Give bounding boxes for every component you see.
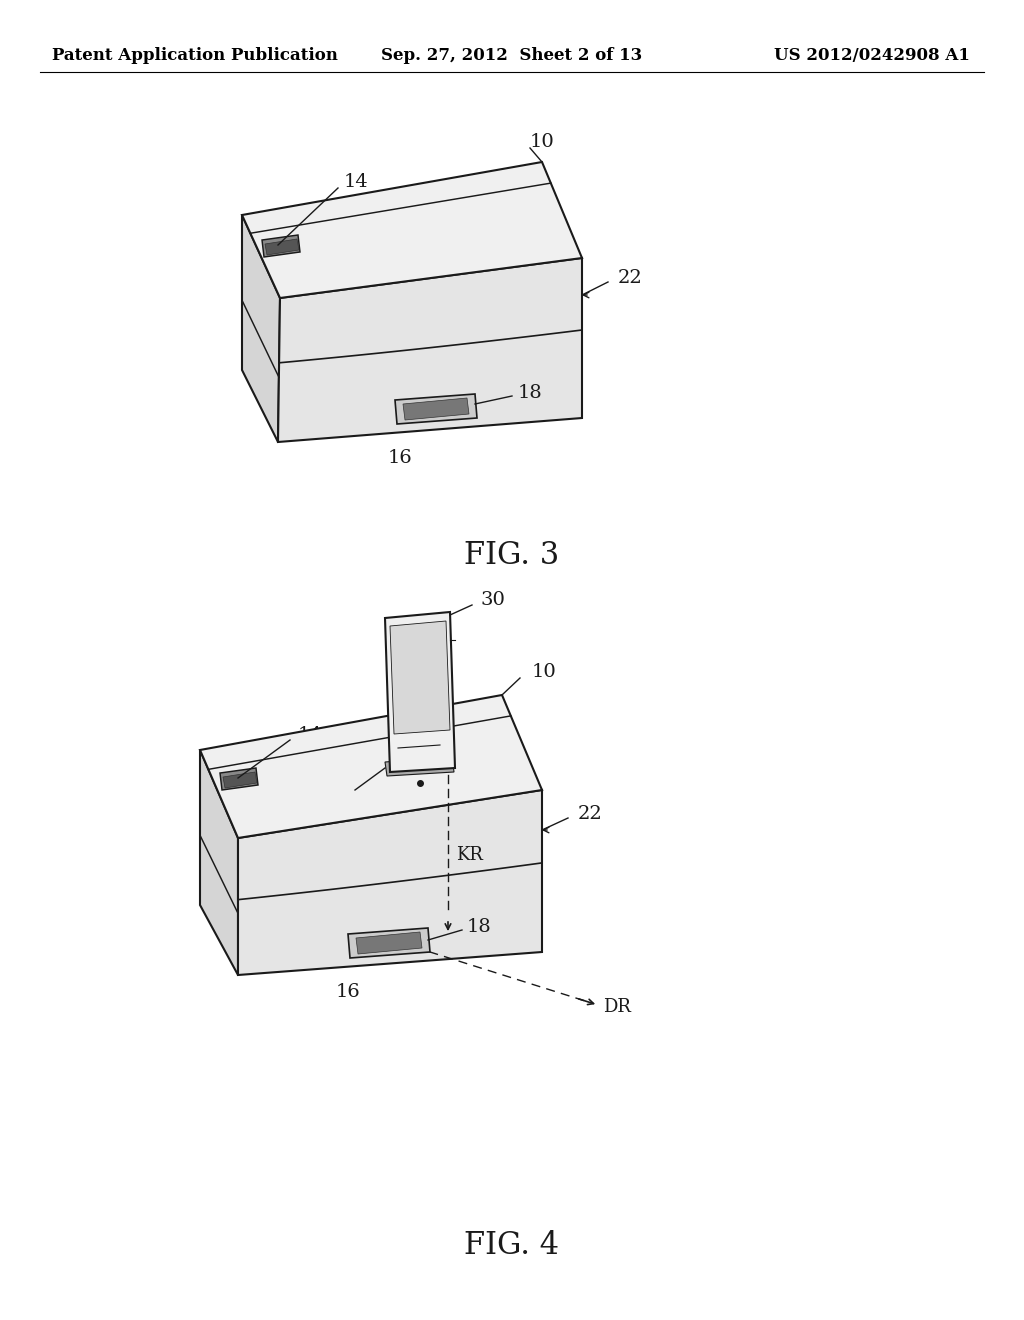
Text: KR: KR: [456, 846, 483, 865]
Text: Sep. 27, 2012  Sheet 2 of 13: Sep. 27, 2012 Sheet 2 of 13: [381, 46, 643, 63]
Polygon shape: [242, 215, 280, 442]
Text: FIG. 4: FIG. 4: [465, 1229, 559, 1261]
Polygon shape: [238, 789, 542, 975]
Text: US 2012/0242908 A1: US 2012/0242908 A1: [774, 46, 970, 63]
Polygon shape: [200, 696, 542, 838]
Polygon shape: [385, 756, 454, 776]
Polygon shape: [262, 235, 300, 257]
Polygon shape: [220, 768, 258, 789]
Polygon shape: [200, 750, 238, 975]
Text: FIG. 3: FIG. 3: [464, 540, 560, 570]
Text: 22: 22: [578, 805, 603, 822]
Polygon shape: [390, 620, 450, 734]
Text: DR: DR: [603, 998, 631, 1016]
Text: 22: 22: [618, 269, 643, 286]
Polygon shape: [265, 239, 299, 255]
Text: 18: 18: [518, 384, 543, 403]
Text: 16: 16: [388, 449, 413, 467]
Text: 10: 10: [532, 663, 557, 681]
Polygon shape: [356, 932, 422, 954]
Polygon shape: [278, 257, 582, 442]
Polygon shape: [242, 162, 582, 298]
Text: 10: 10: [529, 133, 554, 150]
Text: 16: 16: [336, 983, 360, 1001]
Polygon shape: [395, 393, 477, 424]
Polygon shape: [403, 399, 469, 420]
Polygon shape: [223, 772, 257, 788]
Text: 32,34: 32,34: [330, 785, 382, 804]
Polygon shape: [348, 928, 430, 958]
Text: 30: 30: [480, 591, 505, 609]
Text: 14: 14: [344, 173, 369, 191]
Text: 14: 14: [298, 726, 323, 744]
Text: 18: 18: [467, 917, 492, 936]
Text: Patent Application Publication: Patent Application Publication: [52, 46, 338, 63]
Polygon shape: [385, 612, 455, 772]
